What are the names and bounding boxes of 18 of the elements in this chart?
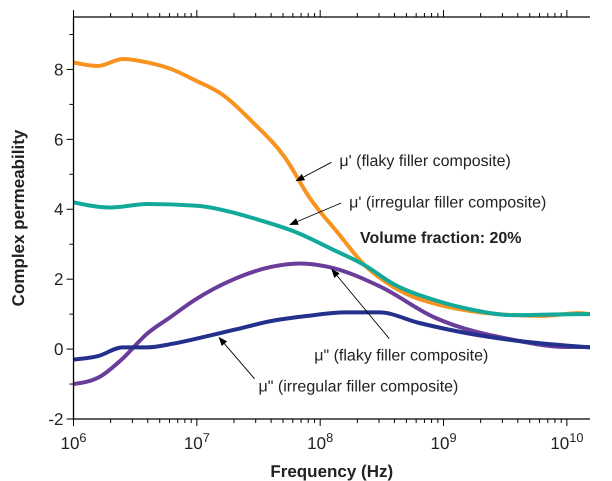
annotation: Volume fraction: 20% — [360, 230, 522, 247]
y-tick-label: -2 — [48, 410, 64, 429]
y-tick-label: 2 — [54, 270, 64, 290]
y-tick-label: 4 — [54, 200, 64, 220]
x-tick-label: 10$^{7}$ — [184, 430, 210, 453]
annotation: μ" (irregular filler composite) — [258, 378, 458, 396]
y-tick-label: 6 — [54, 130, 64, 150]
x-tick-label: 10$^{8}$ — [307, 430, 334, 453]
annotation: μ' (flaky filler composite) — [339, 152, 511, 170]
annotation: μ" (flaky filler composite) — [314, 347, 488, 364]
y-axis-title: Complex permeability — [9, 129, 28, 306]
x-tick-label: 10$^{9}$ — [430, 430, 457, 453]
y-tick-label: 0 — [54, 340, 64, 360]
x-axis-title: Frequency (Hz) — [270, 462, 394, 481]
y-tick-label: 8 — [54, 60, 64, 80]
x-tick-label: 10$^{10}$ — [550, 430, 584, 453]
x-tick-label: 10$^{6}$ — [60, 430, 87, 453]
annotation: μ' (irregular filler composite) — [349, 194, 546, 212]
